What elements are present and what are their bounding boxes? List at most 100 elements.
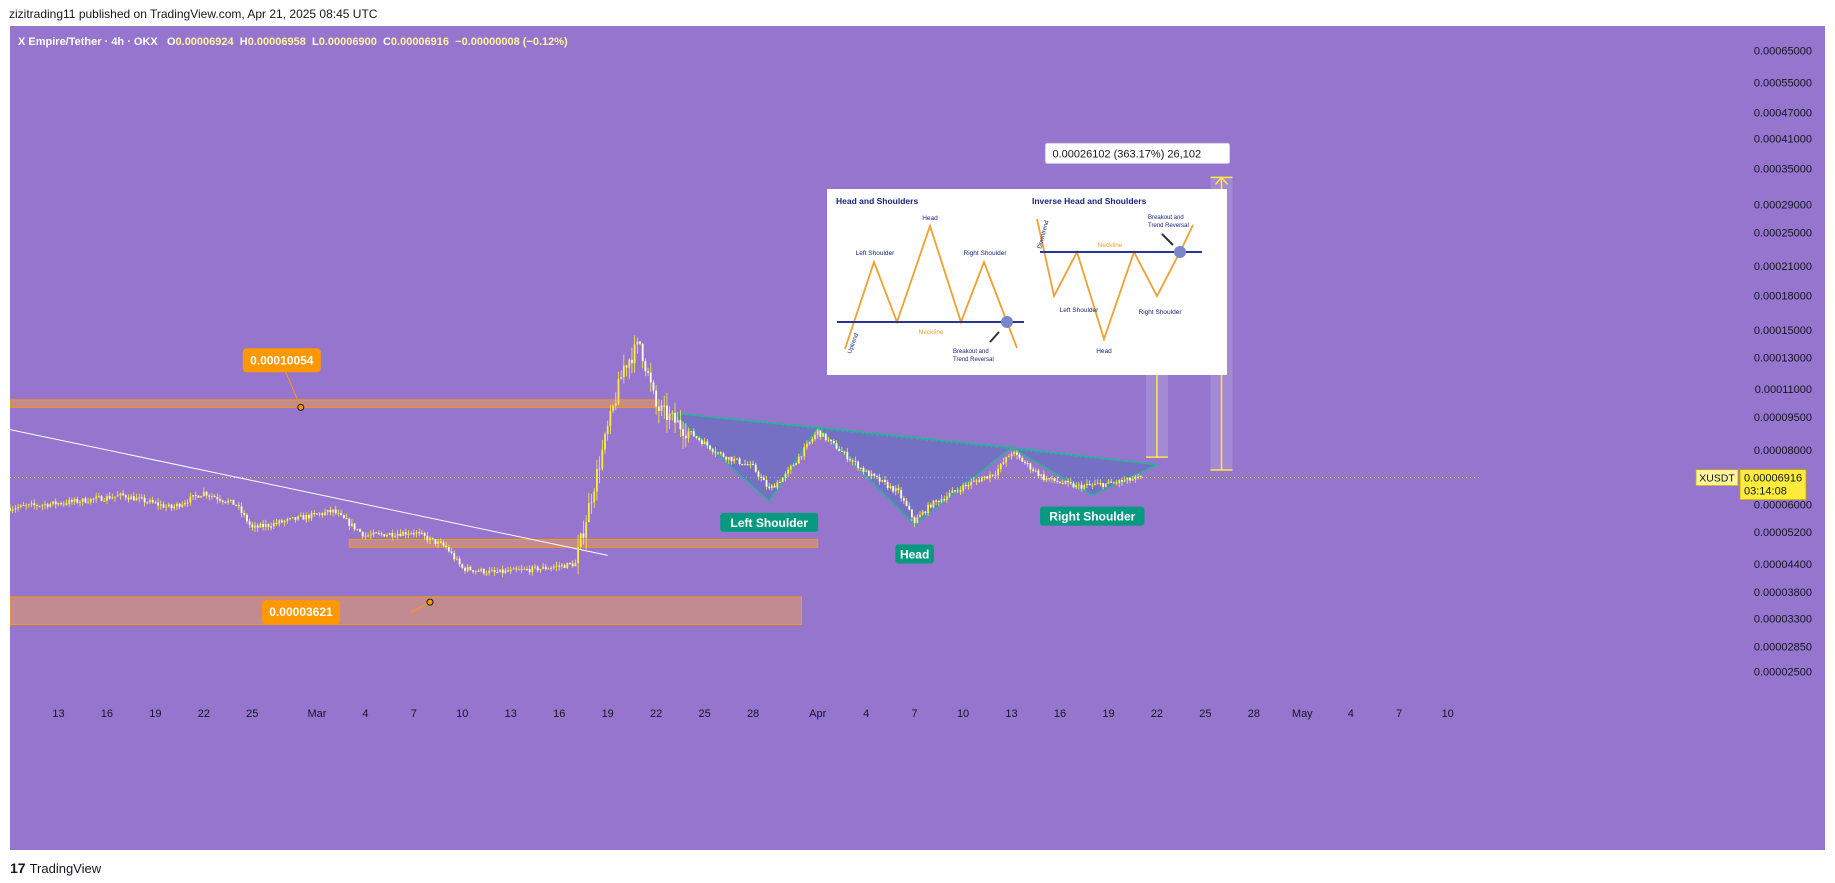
candle-body [1056, 480, 1059, 482]
y-tick-label: 0.00018000 [1754, 290, 1812, 302]
candle-body [60, 503, 63, 505]
candle-body [881, 479, 884, 482]
pattern-label: Right Shoulder [1049, 510, 1135, 524]
candle-body [625, 365, 628, 368]
candle-body [1131, 479, 1134, 481]
candle-body [641, 343, 644, 362]
tradingview-logo[interactable]: 17 TradingView [10, 860, 101, 876]
candle-body [205, 491, 208, 496]
candle-body [340, 513, 343, 516]
candle-body [399, 533, 402, 536]
candle-body [289, 518, 291, 520]
y-tick-label: 0.00015000 [1754, 325, 1812, 337]
candle-body [189, 496, 192, 503]
candle-body [738, 458, 741, 465]
candle-body [1110, 481, 1113, 483]
candle-body [19, 505, 22, 507]
x-tick-label: 19 [149, 708, 161, 720]
candle-body [639, 341, 641, 344]
candle-body [994, 475, 997, 477]
candle-body [141, 497, 143, 499]
candle-body [978, 480, 981, 482]
candle-body [787, 469, 789, 474]
candle-body [482, 568, 485, 574]
candle-body [81, 498, 84, 502]
current-price-tag-bg [1739, 469, 1807, 501]
candle-body [375, 532, 378, 534]
candle-body [184, 502, 186, 505]
candle-body [412, 533, 415, 535]
candle-body [62, 503, 65, 505]
x-tick-label: 22 [198, 708, 210, 720]
candle-body [353, 523, 356, 530]
candle-body [542, 566, 544, 569]
candle-body [617, 379, 620, 404]
candle-body [477, 570, 480, 572]
candle-body [862, 467, 865, 472]
candle-body [278, 520, 281, 524]
candle-body [655, 390, 658, 407]
candle-body [491, 570, 493, 572]
candle-body [749, 463, 752, 466]
candle-body [14, 508, 17, 510]
candle-body [213, 495, 216, 498]
inset-label: Left Shoulder [856, 250, 896, 257]
candle-body [200, 495, 203, 498]
candle-body [1091, 484, 1094, 486]
chart-area[interactable]: Left Shoulder Head Right Shoulder 0.0001005… [10, 26, 1825, 850]
candle-body [870, 473, 873, 477]
candle-body [806, 443, 808, 448]
x-tick-label: 16 [553, 708, 565, 720]
price-callout-label: 0.00003621 [269, 605, 333, 619]
symbol-tag-bg [1695, 469, 1739, 487]
candle-body [146, 502, 149, 504]
candle-body [65, 503, 68, 505]
candle-body [717, 452, 719, 454]
candle-body [859, 467, 862, 469]
candle-body [488, 570, 491, 574]
candle-body [437, 541, 439, 544]
support-resistance-zone [10, 399, 657, 408]
candle-body [959, 490, 962, 492]
candle-body [550, 567, 553, 569]
candle-body [367, 535, 369, 537]
projection-label-bg [1044, 142, 1231, 164]
candle-body [302, 515, 305, 520]
candle-body [165, 506, 168, 508]
candle-body [919, 514, 921, 518]
candle-body [243, 512, 246, 515]
candle-body [143, 497, 146, 503]
y-tick-label: 0.00055000 [1754, 77, 1812, 89]
candle-body [827, 439, 830, 441]
candle-body [235, 504, 238, 506]
candle-body [865, 470, 868, 472]
price-axis: 0.00065000 0.00055000 0.00047000 0.00041000… [1754, 45, 1812, 678]
candle-body [130, 496, 133, 500]
candle-body [800, 456, 803, 458]
candle-body [361, 531, 364, 537]
candle-body [87, 502, 89, 504]
candle-body [822, 433, 824, 437]
candle-body [754, 464, 757, 472]
inset-ihs-line [1036, 218, 1194, 342]
candle-body [660, 405, 663, 411]
x-tick-label: 10 [1442, 708, 1454, 720]
candle-body [819, 430, 822, 437]
candle-body [517, 569, 520, 571]
candle-body [989, 474, 991, 479]
candle-body [197, 495, 200, 498]
inset-arrow-icon [989, 331, 1000, 343]
y-tick-label: 0.00021000 [1754, 261, 1812, 273]
candle-body [1059, 481, 1061, 483]
candle-body [991, 474, 994, 476]
candle-body [92, 498, 95, 500]
candle-body [701, 440, 703, 445]
candle-body [89, 498, 92, 503]
inset-label: Neckline [1098, 242, 1123, 249]
candle-body [326, 510, 329, 513]
candle-body [587, 503, 590, 523]
candle-body [601, 449, 604, 469]
candle-body [33, 503, 36, 506]
candle-body [111, 497, 114, 499]
price-chart[interactable]: Left Shoulder Head Right Shoulder 0.0001005… [10, 26, 1825, 850]
